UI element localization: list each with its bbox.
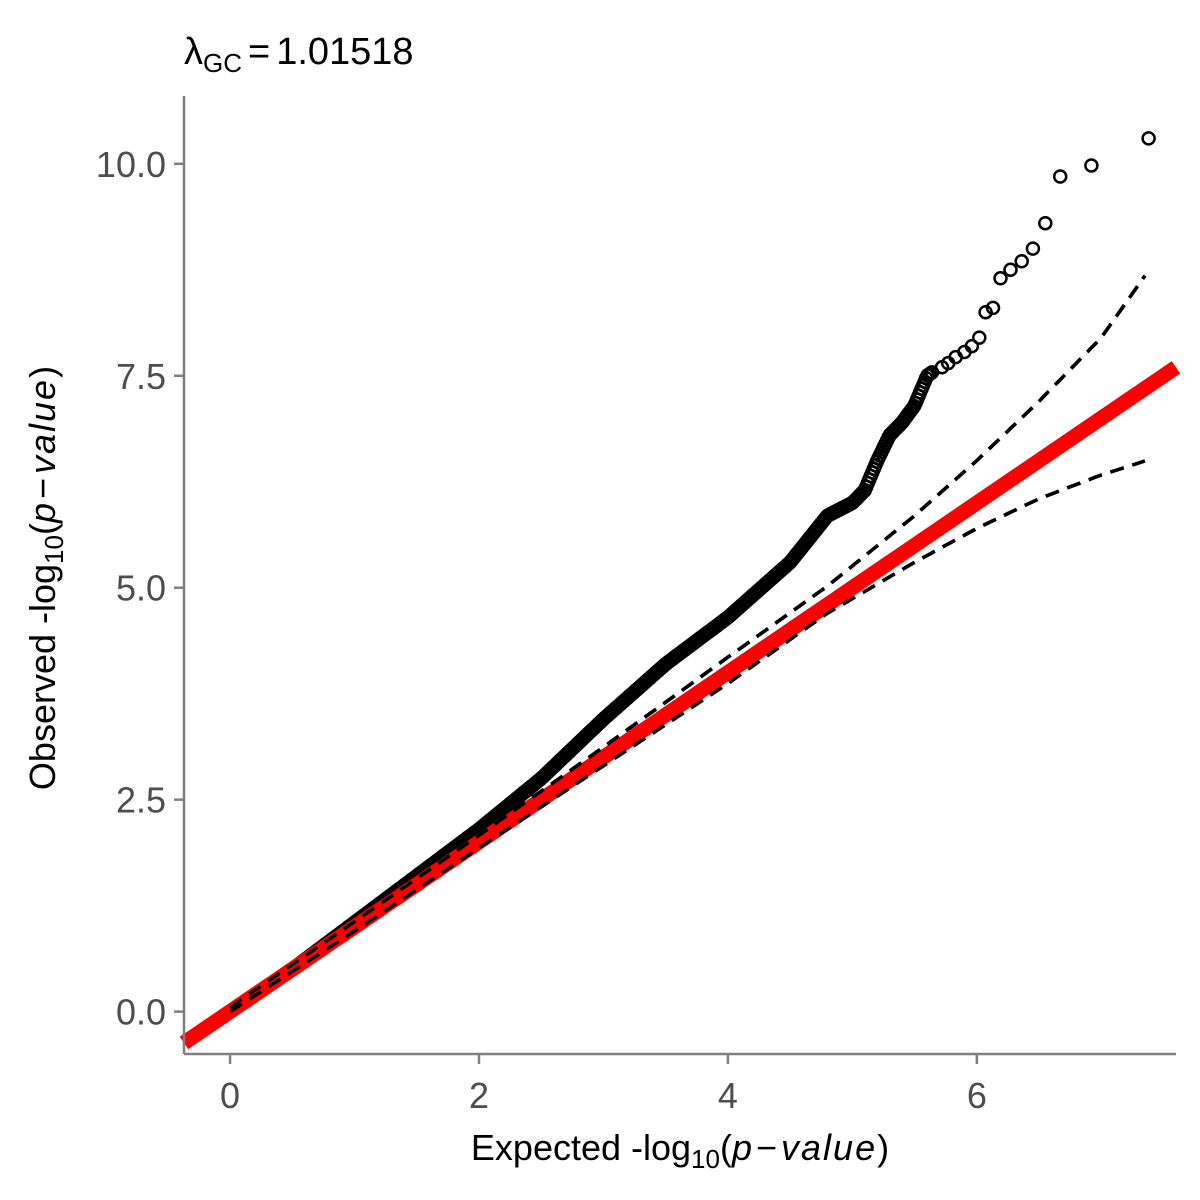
observed-point [972, 330, 987, 345]
x-axis-title-p: p [731, 1127, 752, 1168]
observed-point [1003, 262, 1018, 278]
x-tick-label: 4 [718, 1075, 738, 1116]
confidence-band-upper-line-overlay [229, 274, 1147, 1009]
observed-point [1038, 215, 1053, 231]
y-tick-label: 2.5 [116, 780, 166, 821]
x-axis-title-prefix: Expected -log [471, 1127, 691, 1168]
y-axis-title-subscript: 10 [39, 535, 69, 564]
observed-point [1141, 131, 1156, 146]
x-axis-title: Expected -log10(p − value) [471, 1127, 889, 1174]
observed-point [1014, 254, 1029, 269]
x-tick-label: 0 [220, 1075, 240, 1116]
x-tick-label: 2 [469, 1075, 489, 1116]
y-axis-title-p: p [22, 503, 63, 524]
y-axis-title-value: value [22, 378, 63, 474]
x-axis-title-close: ) [877, 1127, 889, 1168]
axes-layer [182, 96, 1176, 1056]
title-lambda-subscript: GC [203, 48, 242, 78]
tick-labels-layer: 0 2 4 6 0.0 2.5 5.0 7.5 10.0 [96, 144, 987, 1116]
confidence-band-lower-line [229, 459, 1146, 1014]
observed-point [1052, 169, 1068, 184]
x-tick-label: 6 [967, 1075, 987, 1116]
confidence-band-lower-line-overlay [229, 459, 1146, 1014]
observed-point [978, 304, 993, 320]
observed-point [964, 338, 980, 354]
y-axis-title-prefix: Observed -log [22, 564, 63, 790]
x-axis-title-value: value [781, 1127, 877, 1168]
y-axis-title-close: ) [22, 366, 63, 378]
reference-line-layer [179, 361, 1181, 1050]
y-axis-title: Observed -log10(p − value) [22, 366, 69, 790]
y-axis-title-open: ( [22, 523, 63, 535]
observed-point [985, 300, 1001, 316]
observed-points-layer [222, 131, 1156, 1019]
observed-point [1084, 158, 1099, 173]
y-tick-label: 5.0 [116, 568, 166, 609]
title-lambda-symbol: λ [184, 31, 203, 73]
chart-title: λGC = 1.01518 [184, 31, 414, 78]
observed-point [1025, 241, 1041, 256]
title-lambda-value: 1.01518 [276, 31, 413, 73]
confidence-band-overlay-layer [229, 274, 1147, 1014]
x-axis-title-subscript: 10 [691, 1144, 720, 1174]
y-tick-label: 10.0 [96, 144, 166, 185]
y-tick-label: 0.0 [116, 992, 166, 1033]
x-axis-title-minus: − [756, 1127, 777, 1168]
x-axis-title-open: ( [720, 1127, 732, 1168]
y-axis-title-minus: − [22, 478, 63, 499]
y-tick-label: 7.5 [116, 356, 166, 397]
observed-point [993, 271, 1008, 286]
title-equals: = [248, 31, 270, 73]
reference-line [179, 361, 1181, 1050]
